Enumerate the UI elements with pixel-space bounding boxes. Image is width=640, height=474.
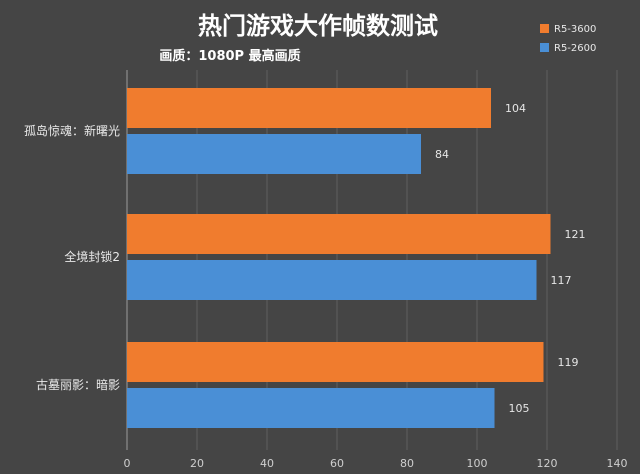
legend-swatch-r5-2600 [540, 43, 549, 52]
data-label: 104 [505, 102, 526, 115]
x-tick-label: 20 [190, 457, 204, 470]
x-tick-label: 120 [537, 457, 558, 470]
data-label: 119 [558, 356, 579, 369]
legend-label-r5-2600: R5-2600 [554, 43, 596, 54]
data-label: 84 [435, 148, 449, 161]
data-label: 121 [565, 228, 586, 241]
bars: 104 84 121 117 119 105 [127, 88, 586, 428]
legend: R5-3600 R5-2600 [540, 24, 596, 54]
chart-title: 热门游戏大作帧数测试 [198, 12, 438, 40]
bar-r5-3600-0 [127, 88, 491, 128]
legend-swatch-r5-3600 [540, 24, 549, 33]
x-tick-label: 100 [467, 457, 488, 470]
category-label: 孤岛惊魂：新曙光 [24, 123, 120, 138]
bar-r5-3600-1 [127, 214, 551, 254]
x-axis-ticks: 0 20 40 60 80 100 120 140 [124, 457, 628, 470]
category-label: 古墓丽影：暗影 [36, 377, 120, 392]
bar-r5-2600-0 [127, 134, 421, 174]
chart-subtitle: 画质：1080P 最高画质 [159, 48, 300, 64]
bar-r5-3600-2 [127, 342, 544, 382]
x-tick-label: 140 [607, 457, 628, 470]
legend-label-r5-3600: R5-3600 [554, 24, 596, 35]
data-label: 105 [509, 402, 530, 415]
x-tick-label: 40 [260, 457, 274, 470]
bar-r5-2600-2 [127, 388, 495, 428]
category-label: 全境封锁2 [64, 249, 120, 264]
data-label: 117 [551, 274, 572, 287]
x-tick-label: 0 [124, 457, 131, 470]
x-tick-label: 60 [330, 457, 344, 470]
bar-r5-2600-1 [127, 260, 537, 300]
x-tick-label: 80 [400, 457, 414, 470]
